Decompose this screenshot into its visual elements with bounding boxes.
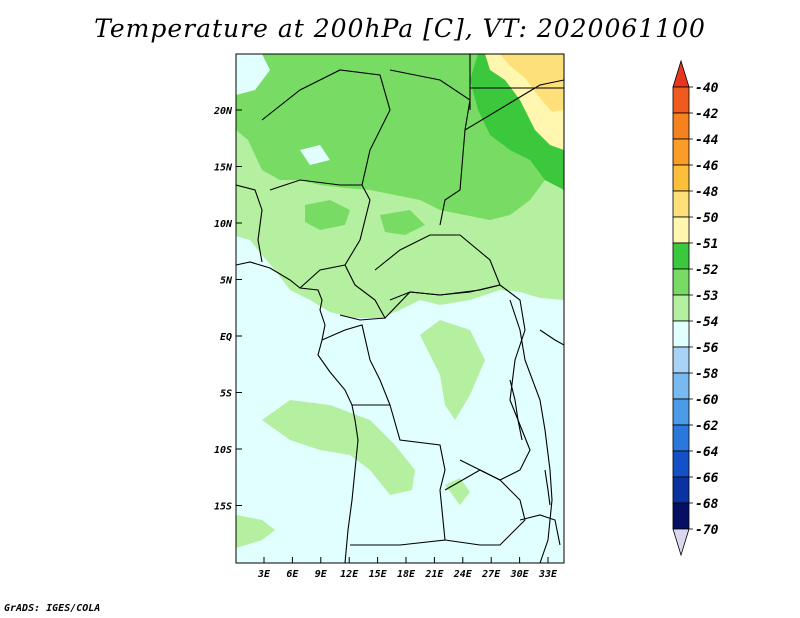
map-borders [236, 54, 564, 563]
field-patch-sw [236, 515, 275, 548]
field-band-medium-green-2 [305, 200, 350, 230]
lake-tanganyika [509, 379, 523, 441]
colorbar-level-label: -40 [695, 81, 719, 96]
field-cold-pocket-1 [236, 54, 270, 95]
colorbar-top-arrow [672, 59, 690, 88]
field-band-medium-green-3 [380, 210, 425, 235]
lat-tick-label: 15N [214, 163, 233, 174]
lon-tick-label: 18E [397, 569, 416, 580]
colorbar-swatch [672, 138, 690, 166]
colorbar-bottom-arrow [672, 528, 690, 557]
colorbar-level-label: -58 [695, 367, 719, 382]
colorbar: -40 -42 -44 -46 -48 -50 -51 -52 -53 -54 -56 -58 -60 -… [672, 59, 719, 557]
colorbar-level-label: -62 [695, 419, 719, 434]
field-patch-angola [262, 400, 415, 495]
lat-tick-label: 15S [214, 502, 232, 513]
lat-tick-label: EQ [220, 332, 232, 343]
colorbar-swatch [672, 398, 690, 426]
lat-tick-label: 20N [213, 106, 233, 117]
colorbar-swatch [672, 502, 690, 530]
colorbar-swatch [672, 268, 690, 296]
lon-tick-label: 21E [424, 569, 444, 580]
lon-tick-label: 15E [369, 569, 388, 580]
colorbar-swatch [672, 476, 690, 504]
colorbar-level-label: -60 [695, 393, 719, 408]
longitude-axis: 3E 6E 9E 12E 15E 18E 21E 24E 27E 30E 33E [257, 557, 558, 580]
colorbar-swatch [672, 346, 690, 374]
colorbar-level-label: -51 [695, 237, 718, 252]
lake-malawi [544, 469, 551, 506]
border-zambia [444, 469, 526, 546]
lon-tick-label: 6E [286, 569, 299, 580]
colorbar-level-label: -46 [695, 159, 719, 174]
colorbar-level-label: -66 [695, 471, 719, 486]
lon-tick-label: 27E [481, 569, 501, 580]
lat-tick-label: 5S [220, 389, 232, 400]
colorbar-level-label: -50 [695, 211, 719, 226]
colorbar-level-label: -56 [695, 341, 719, 356]
colorbar-swatch [672, 164, 690, 192]
colorbar-swatch [672, 190, 690, 218]
colorbar-level-label: -48 [695, 185, 719, 200]
grads-credit: GrADS: IGES/COLA [4, 603, 101, 614]
colorbar-swatch [672, 450, 690, 478]
colorbar-swatch [672, 216, 690, 244]
lon-tick-label: 9E [315, 569, 328, 580]
border-sudan [464, 79, 564, 131]
map-frame [235, 53, 565, 564]
lon-tick-label: 30E [510, 569, 530, 580]
colorbar-level-label: -70 [695, 523, 719, 538]
colorbar-swatch [672, 372, 690, 400]
lon-tick-label: 33E [538, 569, 558, 580]
colorbar-level-label: -44 [695, 133, 719, 148]
colorbar-swatch [672, 86, 690, 114]
latitude-axis: 20N 15N 10N 5N EQ 5S 10S 15S [213, 106, 242, 513]
border-angola [350, 404, 446, 546]
map-title: Temperature at 200hPa [C], VT: 202006110… [94, 14, 706, 43]
colorbar-level-label: -64 [695, 445, 719, 460]
border-ghana [236, 184, 263, 263]
field-patch-se [445, 478, 470, 505]
colorbar-swatch [672, 320, 690, 348]
border-congo [321, 324, 391, 406]
border-tanzania [539, 329, 564, 346]
field-band-yellow [500, 54, 564, 112]
lat-tick-label: 10S [214, 445, 232, 456]
colorbar-level-label: -68 [695, 497, 719, 512]
colorbar-swatch [672, 242, 690, 270]
colorbar-level-label: -52 [695, 263, 719, 278]
colorbar-level-label: -54 [695, 315, 719, 330]
colorbar-swatch [672, 112, 690, 140]
lon-tick-label: 24E [453, 569, 473, 580]
lat-tick-label: 10N [214, 219, 233, 230]
colorbar-swatch [672, 294, 690, 322]
coastline-west [236, 261, 359, 563]
field-cold-pocket-2 [300, 145, 330, 165]
lon-tick-label: 12E [340, 569, 359, 580]
border-drc-north [384, 284, 526, 331]
colorbar-level-label: -53 [695, 289, 719, 304]
border-nigeria [269, 179, 371, 289]
border-east-lakes [509, 299, 553, 563]
lat-tick-label: 5N [220, 276, 233, 287]
colorbar-swatch [672, 424, 690, 452]
border-niger [261, 69, 391, 186]
field-patch-central [420, 320, 485, 420]
lon-tick-label: 3E [257, 569, 271, 580]
border-mozambique [519, 514, 561, 546]
border-cameroon [339, 264, 386, 321]
colorbar-level-label: -42 [695, 107, 719, 122]
temperature-field [236, 54, 564, 563]
